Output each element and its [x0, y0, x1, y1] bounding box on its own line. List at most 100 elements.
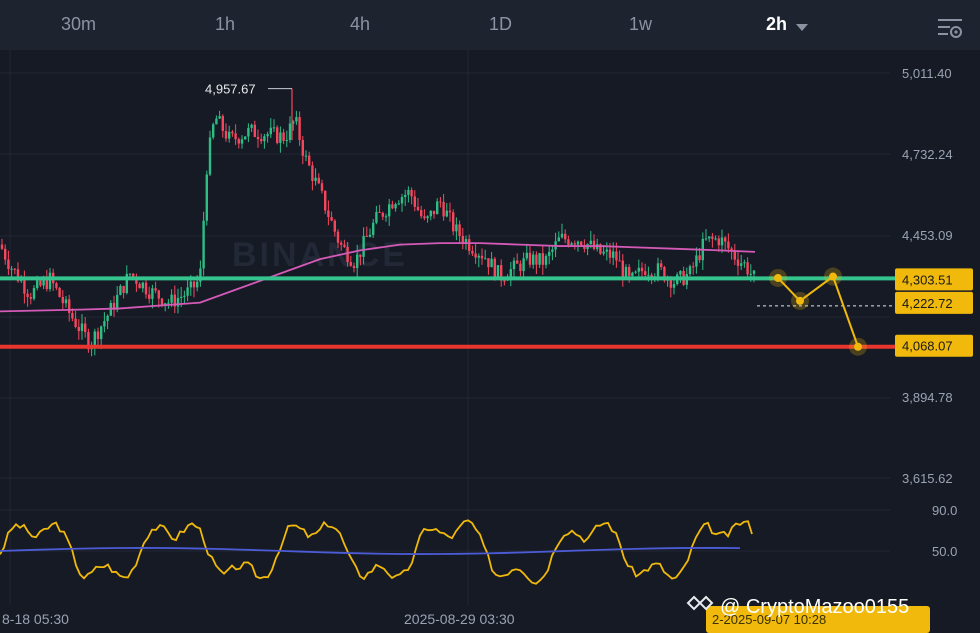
candle-body [352, 265, 356, 269]
tab-1w[interactable]: 1w [629, 14, 653, 34]
candle-body [125, 273, 128, 293]
candle-body [189, 281, 192, 288]
candle-body [250, 124, 253, 128]
binance-square-icon [686, 595, 714, 611]
time-label-mid: 2025-08-29 03:30 [404, 611, 515, 627]
candle-body [256, 136, 260, 140]
candle-body [192, 281, 196, 288]
candle-body [525, 252, 528, 259]
candle-body [660, 263, 663, 268]
candle-body [445, 210, 448, 217]
candle-body [576, 241, 580, 245]
candle-body [7, 259, 10, 269]
candle-body [375, 211, 378, 223]
candle-body [365, 235, 368, 237]
candle-body [740, 263, 743, 266]
candle-body [724, 237, 727, 242]
candle-body [176, 298, 180, 307]
candle-body [333, 220, 336, 232]
candle-body [663, 267, 666, 281]
candle-body [692, 266, 695, 268]
tab-1d[interactable]: 1D [489, 14, 513, 34]
candle-body [714, 238, 717, 240]
candle-body [346, 246, 349, 263]
candle-body [509, 269, 512, 280]
candle-body [413, 196, 416, 207]
candle-body [381, 212, 384, 217]
candle-body [628, 266, 631, 276]
binance-watermark: BINANCE [232, 236, 408, 274]
tab-30m[interactable]: 30m [61, 14, 97, 34]
candle-body [407, 189, 410, 195]
candle-body [16, 269, 20, 282]
candle-body [42, 279, 45, 286]
candle-body [698, 255, 701, 261]
candle-body [644, 271, 647, 275]
tab-2h[interactable]: 2h [766, 14, 788, 34]
candle-body [688, 266, 692, 275]
candle-body [71, 312, 74, 319]
candle-body [244, 136, 247, 140]
candle-body [10, 268, 13, 270]
candle-body [61, 296, 64, 304]
high-value-label: 4,957.67 [205, 82, 256, 97]
candle-body [100, 326, 103, 340]
candle-body [167, 302, 170, 304]
candle-body [679, 270, 682, 275]
tab-1h[interactable]: 1h [215, 14, 236, 34]
tab-4h[interactable]: 4h [350, 14, 371, 34]
candle-body [423, 216, 426, 219]
candle-body [448, 210, 452, 213]
candle-body [314, 177, 317, 181]
timeframe-toolbar: 30m 1h 4h 1D 1w 2h [0, 0, 980, 50]
candle-body [442, 201, 445, 217]
oscillator-panel [0, 519, 753, 585]
candle-body [240, 139, 244, 144]
candle-body [231, 131, 234, 134]
candle-body [151, 288, 154, 299]
candle-body [570, 243, 573, 245]
chevron-down-icon[interactable] [796, 24, 808, 31]
candle-body [343, 244, 346, 247]
candle-body [752, 270, 756, 274]
candle-body [631, 272, 634, 276]
candle-body [196, 281, 199, 288]
candle-body [119, 285, 122, 295]
candle-body [496, 265, 500, 278]
projection-path [769, 267, 867, 356]
candle-body [77, 326, 80, 332]
candle-body [439, 201, 442, 203]
candle-body [157, 290, 160, 299]
price-badge-label: 4,068.07 [902, 339, 953, 354]
price-chart[interactable]: BINANCE 4,957.67 5,011.40 4,732.24 4,453.0… [0, 50, 980, 633]
price-axis-label: 4,453.09 [902, 228, 953, 243]
candle-body [276, 127, 279, 143]
candle-body [269, 127, 272, 135]
candle-body [340, 242, 343, 245]
candle-body [532, 254, 535, 265]
projection-point [774, 273, 782, 282]
candle-body [516, 260, 519, 264]
oscillator-signal-line [0, 547, 741, 555]
candle-body [208, 137, 212, 175]
candle-body [452, 212, 455, 232]
candle-body [224, 130, 228, 139]
candle-body [583, 245, 586, 250]
candle-body [420, 210, 423, 217]
candle-body [116, 294, 119, 310]
chart-settings-icon[interactable] [936, 16, 964, 40]
candle-body [372, 222, 375, 235]
candle-body [23, 280, 26, 294]
price-badge-label: 4,222.72 [902, 296, 953, 311]
candle-body [368, 234, 372, 237]
oscillator-axis-label: 50.0 [932, 544, 957, 559]
candle-body [400, 196, 404, 204]
candle-body [608, 249, 612, 258]
candle-body [624, 266, 628, 277]
candle-body [548, 251, 551, 256]
candle-body [487, 258, 490, 268]
candle-body [349, 262, 352, 266]
candle-body [39, 280, 42, 286]
projection-point [796, 296, 804, 305]
candle-body [317, 177, 320, 184]
